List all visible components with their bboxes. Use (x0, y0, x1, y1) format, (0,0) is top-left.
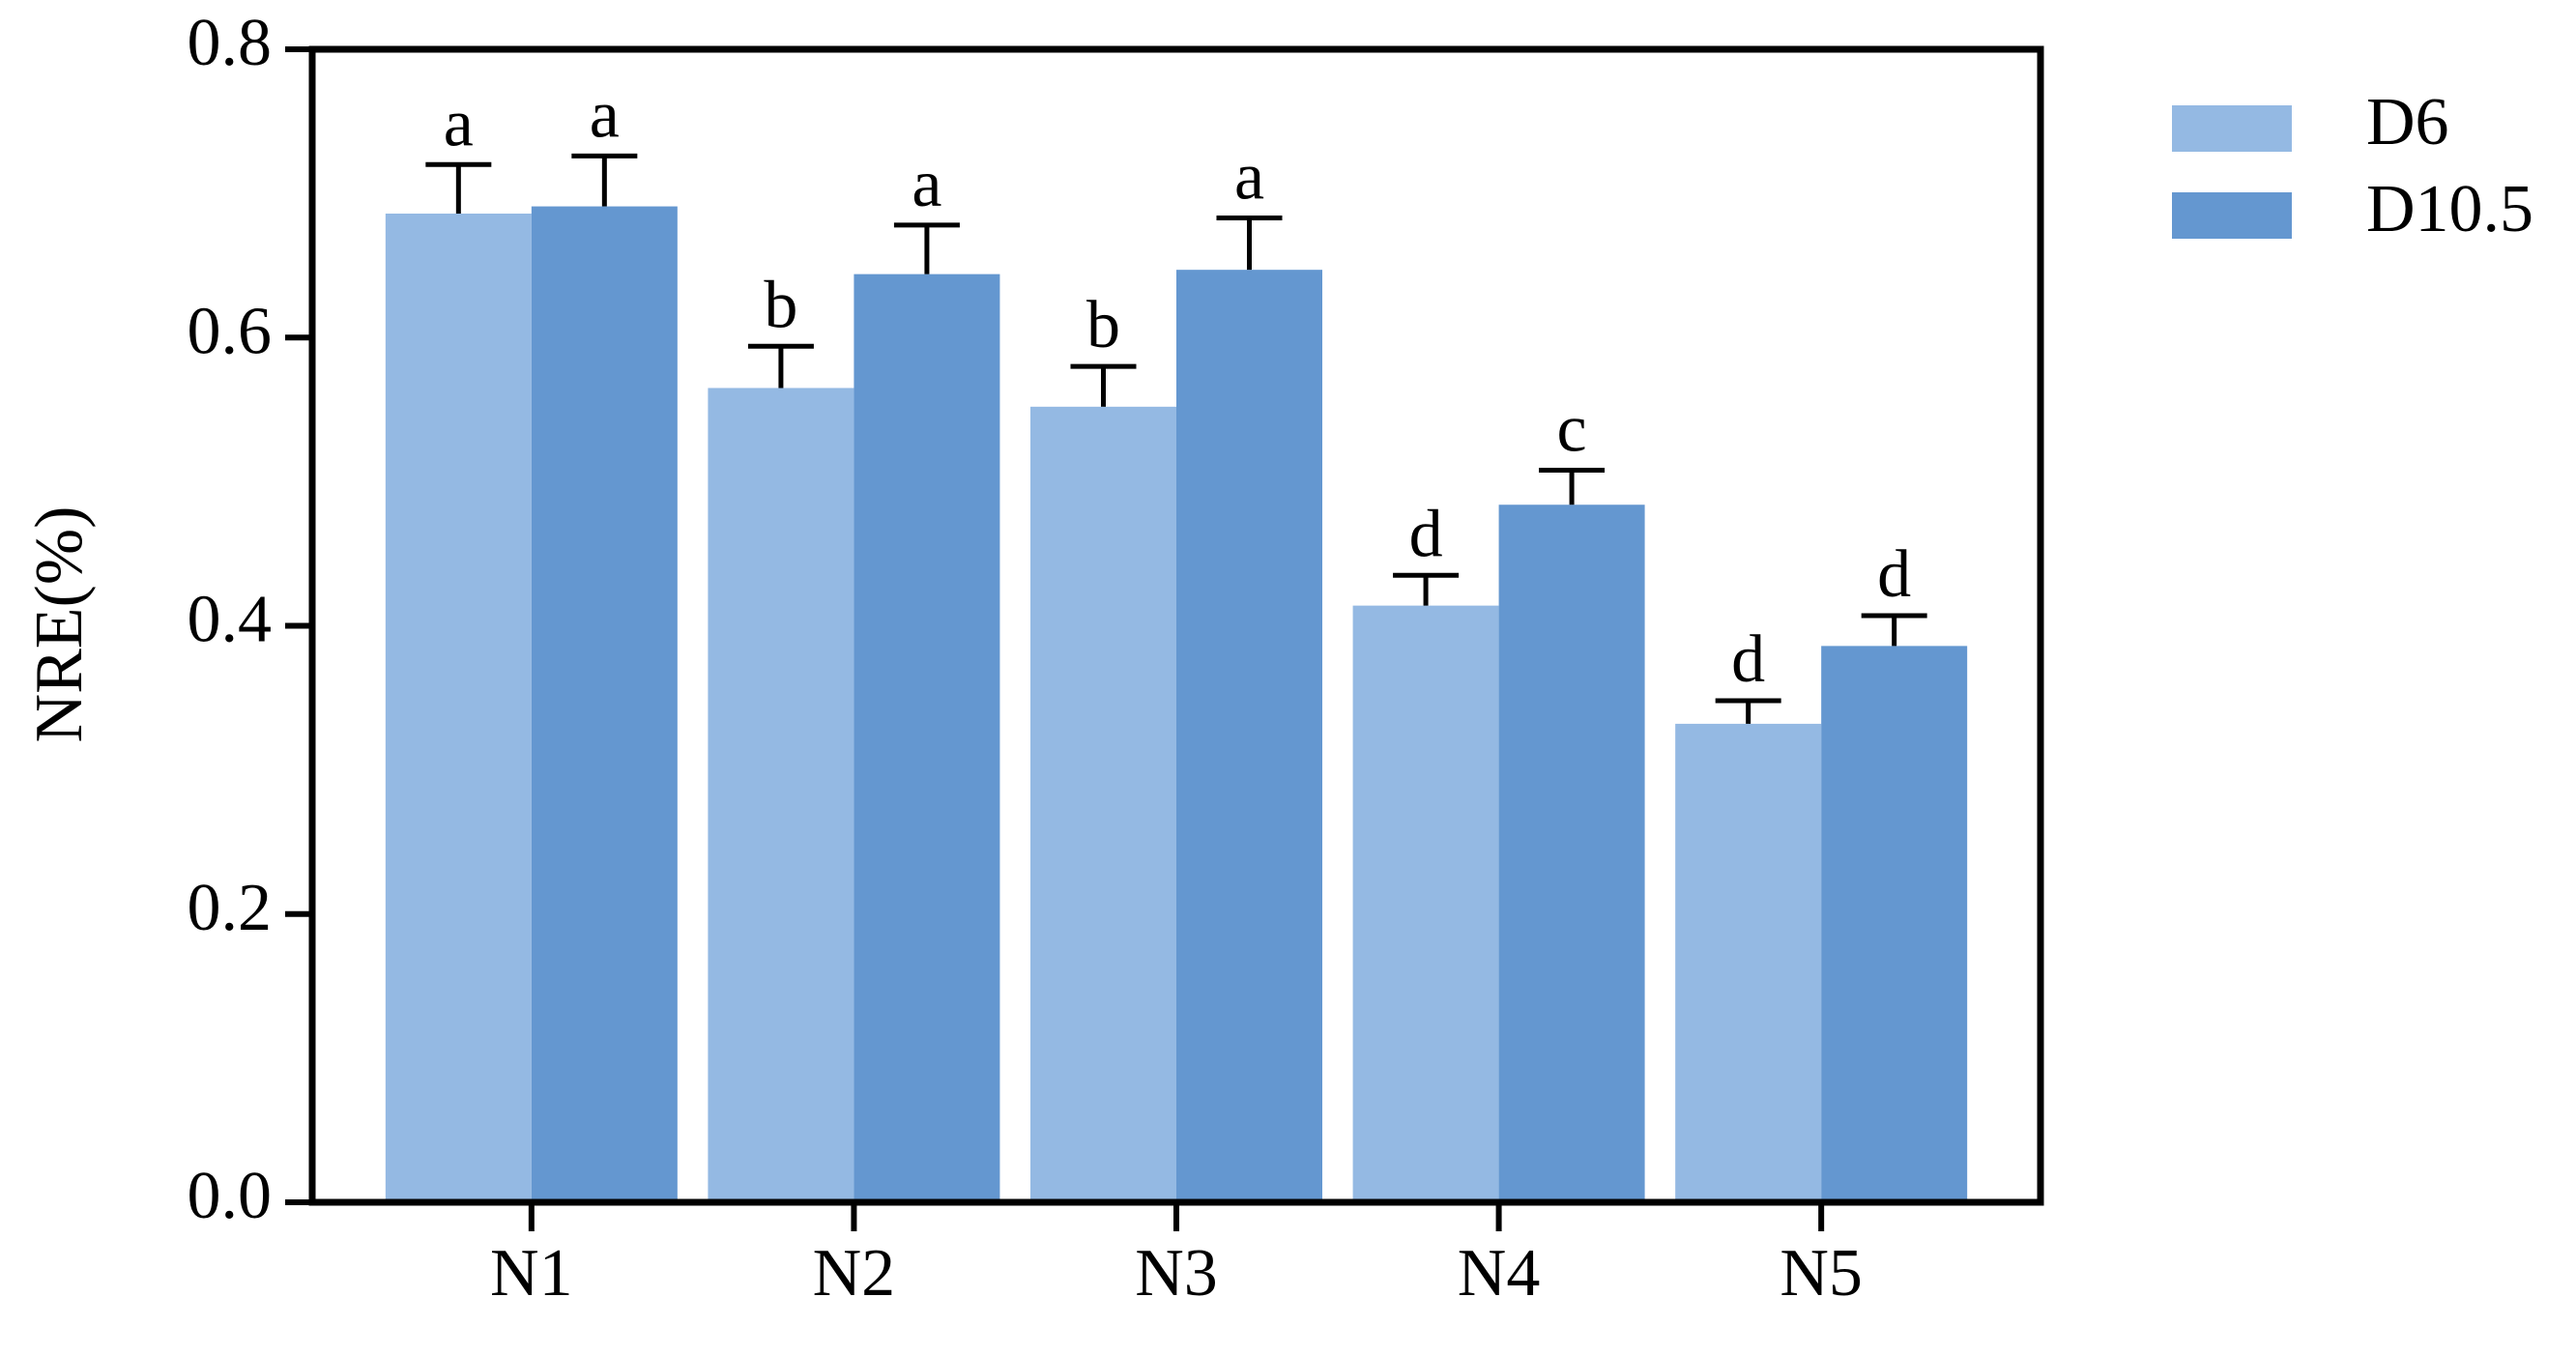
x-tick-label: N4 (1458, 1236, 1541, 1311)
bar (385, 214, 532, 1202)
x-tick-label: N3 (1135, 1236, 1218, 1311)
significance-letter: b (764, 268, 797, 342)
bar (1176, 270, 1322, 1202)
y-tick-label: 0.0 (188, 1159, 273, 1233)
legend-label: D10.5 (2366, 172, 2533, 246)
y-tick-label: 0.6 (188, 294, 273, 368)
significance-letter: a (1234, 140, 1264, 215)
x-tick-label: N2 (813, 1236, 896, 1311)
bar (1352, 605, 1499, 1202)
bar (1675, 723, 1822, 1202)
significance-letter: a (590, 77, 620, 152)
significance-letter: d (1409, 497, 1443, 571)
significance-letter: b (1086, 288, 1120, 362)
legend-label: D6 (2366, 85, 2449, 159)
bar (708, 388, 854, 1203)
legend-swatch (2172, 192, 2292, 239)
bar (1821, 646, 1968, 1202)
y-tick-label: 0.8 (188, 6, 273, 80)
y-tick-label: 0.2 (188, 871, 273, 945)
significance-letter: c (1557, 392, 1587, 467)
bar (1498, 505, 1645, 1202)
significance-letter: d (1877, 537, 1911, 612)
bar (1030, 406, 1176, 1203)
significance-letter: a (912, 147, 941, 221)
x-tick-label: N1 (490, 1236, 573, 1311)
significance-letter: a (444, 86, 474, 160)
y-tick-label: 0.4 (188, 583, 273, 657)
x-tick-label: N5 (1780, 1236, 1863, 1311)
bar (854, 274, 1000, 1202)
legend-swatch (2172, 105, 2292, 152)
bar (531, 206, 678, 1202)
y-axis-label: NRE(%) (22, 506, 97, 743)
significance-letter: d (1731, 622, 1765, 697)
